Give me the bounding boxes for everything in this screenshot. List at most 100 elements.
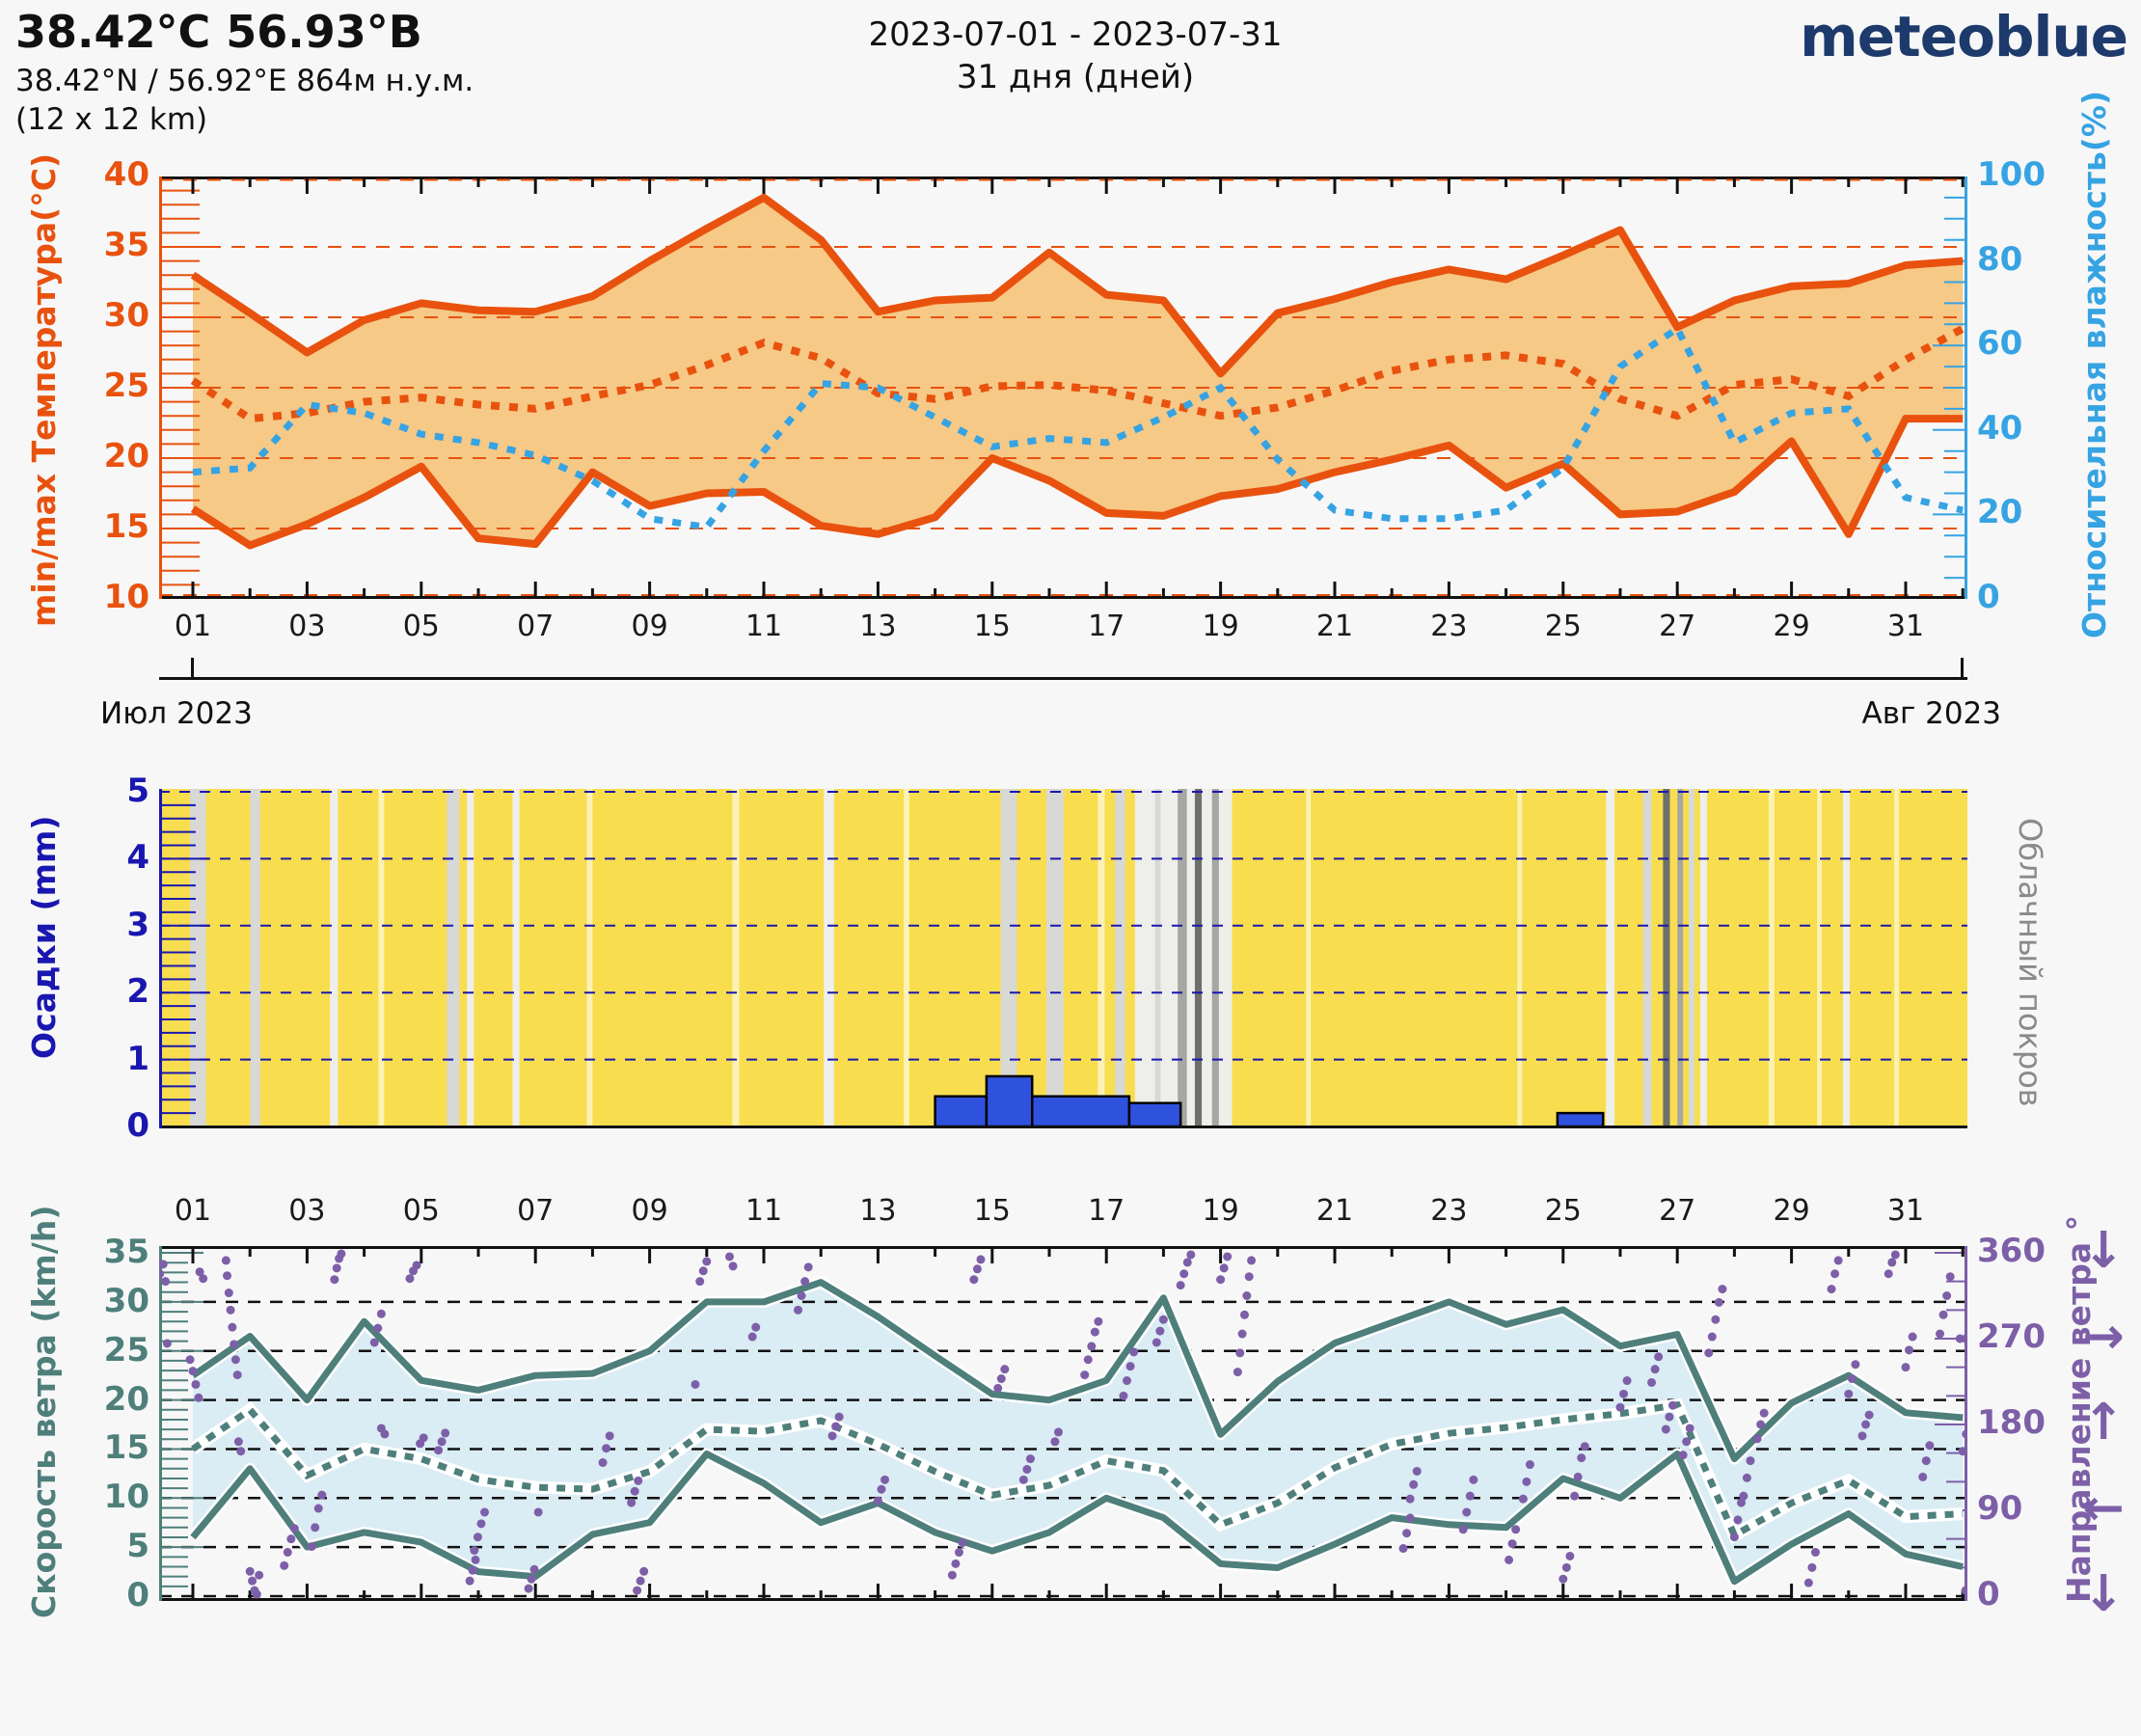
day-label: 11	[745, 1194, 783, 1228]
tick-label: 35	[103, 1233, 149, 1272]
precip-bar	[1030, 1095, 1131, 1128]
day-label: 23	[1430, 1194, 1468, 1228]
cloud-stripe	[1768, 789, 1775, 1126]
max-temp-line	[190, 193, 1964, 378]
day-label: 25	[1544, 610, 1582, 643]
tick-label: 40	[1977, 408, 2023, 448]
tick-label: 15	[103, 507, 149, 546]
tick-label: 35	[103, 226, 149, 264]
day-label: 15	[973, 610, 1011, 643]
max-wind-line	[191, 1279, 1964, 1463]
resolution-line: (12 x 12 km)	[15, 102, 208, 137]
cloud-stripe	[1606, 789, 1615, 1126]
direction-arrow-icon: ↓	[2082, 1565, 2125, 1623]
cloud-stripe	[1115, 789, 1125, 1126]
cloud-stripe	[1211, 789, 1219, 1126]
day-label: 19	[1202, 610, 1239, 643]
cloud-stripe	[1306, 789, 1312, 1126]
cloud-stripe	[378, 789, 385, 1126]
day-label: 03	[288, 610, 326, 643]
tick-label: 4	[126, 838, 149, 878]
meteoblue-logo: meteoblue	[1800, 4, 2128, 69]
cloud-stripe	[1194, 789, 1203, 1126]
date-range-title: 2023-07-01 - 2023-07-31 31 дня (дней)	[786, 14, 1365, 98]
precip-bar	[985, 1074, 1034, 1128]
tick-label: 5	[126, 1527, 149, 1566]
day-label: 31	[1886, 1194, 1925, 1228]
cloud-stripe	[1178, 789, 1187, 1126]
tick-label: 60	[1977, 324, 2023, 364]
day-label: 17	[1088, 610, 1125, 643]
day-label: 17	[1088, 1194, 1125, 1228]
tick-label: 5	[126, 772, 149, 810]
day-label: 11	[745, 610, 783, 643]
tick-label: 2	[126, 972, 149, 1012]
tick-label: 80	[1977, 239, 2023, 279]
cloud-stripe	[1098, 789, 1105, 1126]
coordinates-line: 38.42°N / 56.92°E 864м н.у.м.	[15, 64, 474, 98]
cloud-stripe	[447, 789, 460, 1126]
day-label: 21	[1315, 1194, 1354, 1228]
min-temp-line	[190, 415, 1964, 550]
cloud-stripe	[1817, 789, 1822, 1126]
day-label: 29	[1773, 610, 1810, 643]
tick-label: 40	[103, 155, 149, 194]
day-label: 05	[402, 610, 440, 643]
tick-label: 0	[126, 1106, 149, 1145]
day-label: 13	[859, 1194, 897, 1228]
cloud-stripe	[1842, 789, 1850, 1126]
cloud-stripe	[1689, 789, 1694, 1126]
cloud-stripe	[1046, 789, 1064, 1126]
direction-arrow-icon: →	[2082, 1307, 2125, 1366]
wind-chart	[159, 1246, 1967, 1601]
cloud-stripe	[1000, 789, 1017, 1126]
day-label: 23	[1430, 610, 1468, 643]
day-label: 01	[174, 610, 212, 643]
tick-label: 20	[1977, 493, 2023, 532]
cloud-stripe	[904, 789, 909, 1126]
tick-label: 3	[126, 905, 149, 944]
day-label: 15	[973, 1194, 1011, 1228]
tick-label: 270	[1977, 1316, 2046, 1356]
day-label: 05	[402, 1194, 440, 1228]
month-axis-line	[159, 677, 1967, 680]
day-label: 09	[631, 1194, 668, 1228]
cloud-stripe	[1677, 789, 1684, 1126]
tick-label: 20	[103, 1379, 149, 1419]
mean-temp-line	[190, 325, 1965, 423]
month-label-left: Июл 2023	[100, 696, 253, 731]
cloud-stripe	[732, 789, 740, 1126]
tick-label: 0	[126, 1576, 149, 1614]
cloud-stripe	[1894, 789, 1899, 1126]
day-label: 13	[859, 610, 897, 643]
day-label: 07	[517, 610, 555, 643]
day-label: 07	[517, 1194, 555, 1228]
page-title: 38.42°C 56.93°B	[15, 6, 422, 58]
precipitation-cloud-chart	[159, 789, 1967, 1128]
tick-label: 0	[1977, 578, 2000, 616]
cloud-stripe	[330, 789, 339, 1126]
date-range: 2023-07-01 - 2023-07-31	[868, 15, 1283, 54]
tick-label: 20	[103, 437, 149, 475]
precip-bar	[1127, 1101, 1182, 1128]
days-count: 31 дня (дней)	[956, 58, 1195, 96]
direction-arrow-icon: ↑	[2082, 1393, 2125, 1451]
cloud-stripe	[512, 789, 520, 1126]
precip-bar	[934, 1095, 989, 1128]
cloud-stripe	[1642, 789, 1652, 1126]
humidity-line	[192, 323, 1964, 531]
day-label: 31	[1886, 610, 1925, 643]
month-label-right: Авг 2023	[1861, 696, 2001, 731]
tick-label: 1	[126, 1039, 149, 1078]
tick-label: 25	[103, 1330, 149, 1370]
month-tick-aug	[1961, 658, 1964, 678]
tick-label: 100	[1977, 155, 2046, 194]
cloud-stripe	[586, 789, 593, 1126]
cloud-stripe	[250, 789, 260, 1126]
cloud-stripe	[1517, 789, 1523, 1126]
cloud-stripe	[1699, 789, 1707, 1126]
day-label: 03	[288, 1194, 326, 1228]
cloud-stripe	[1663, 789, 1670, 1126]
day-label: 27	[1659, 1194, 1696, 1228]
month-tick-jul	[191, 658, 194, 678]
